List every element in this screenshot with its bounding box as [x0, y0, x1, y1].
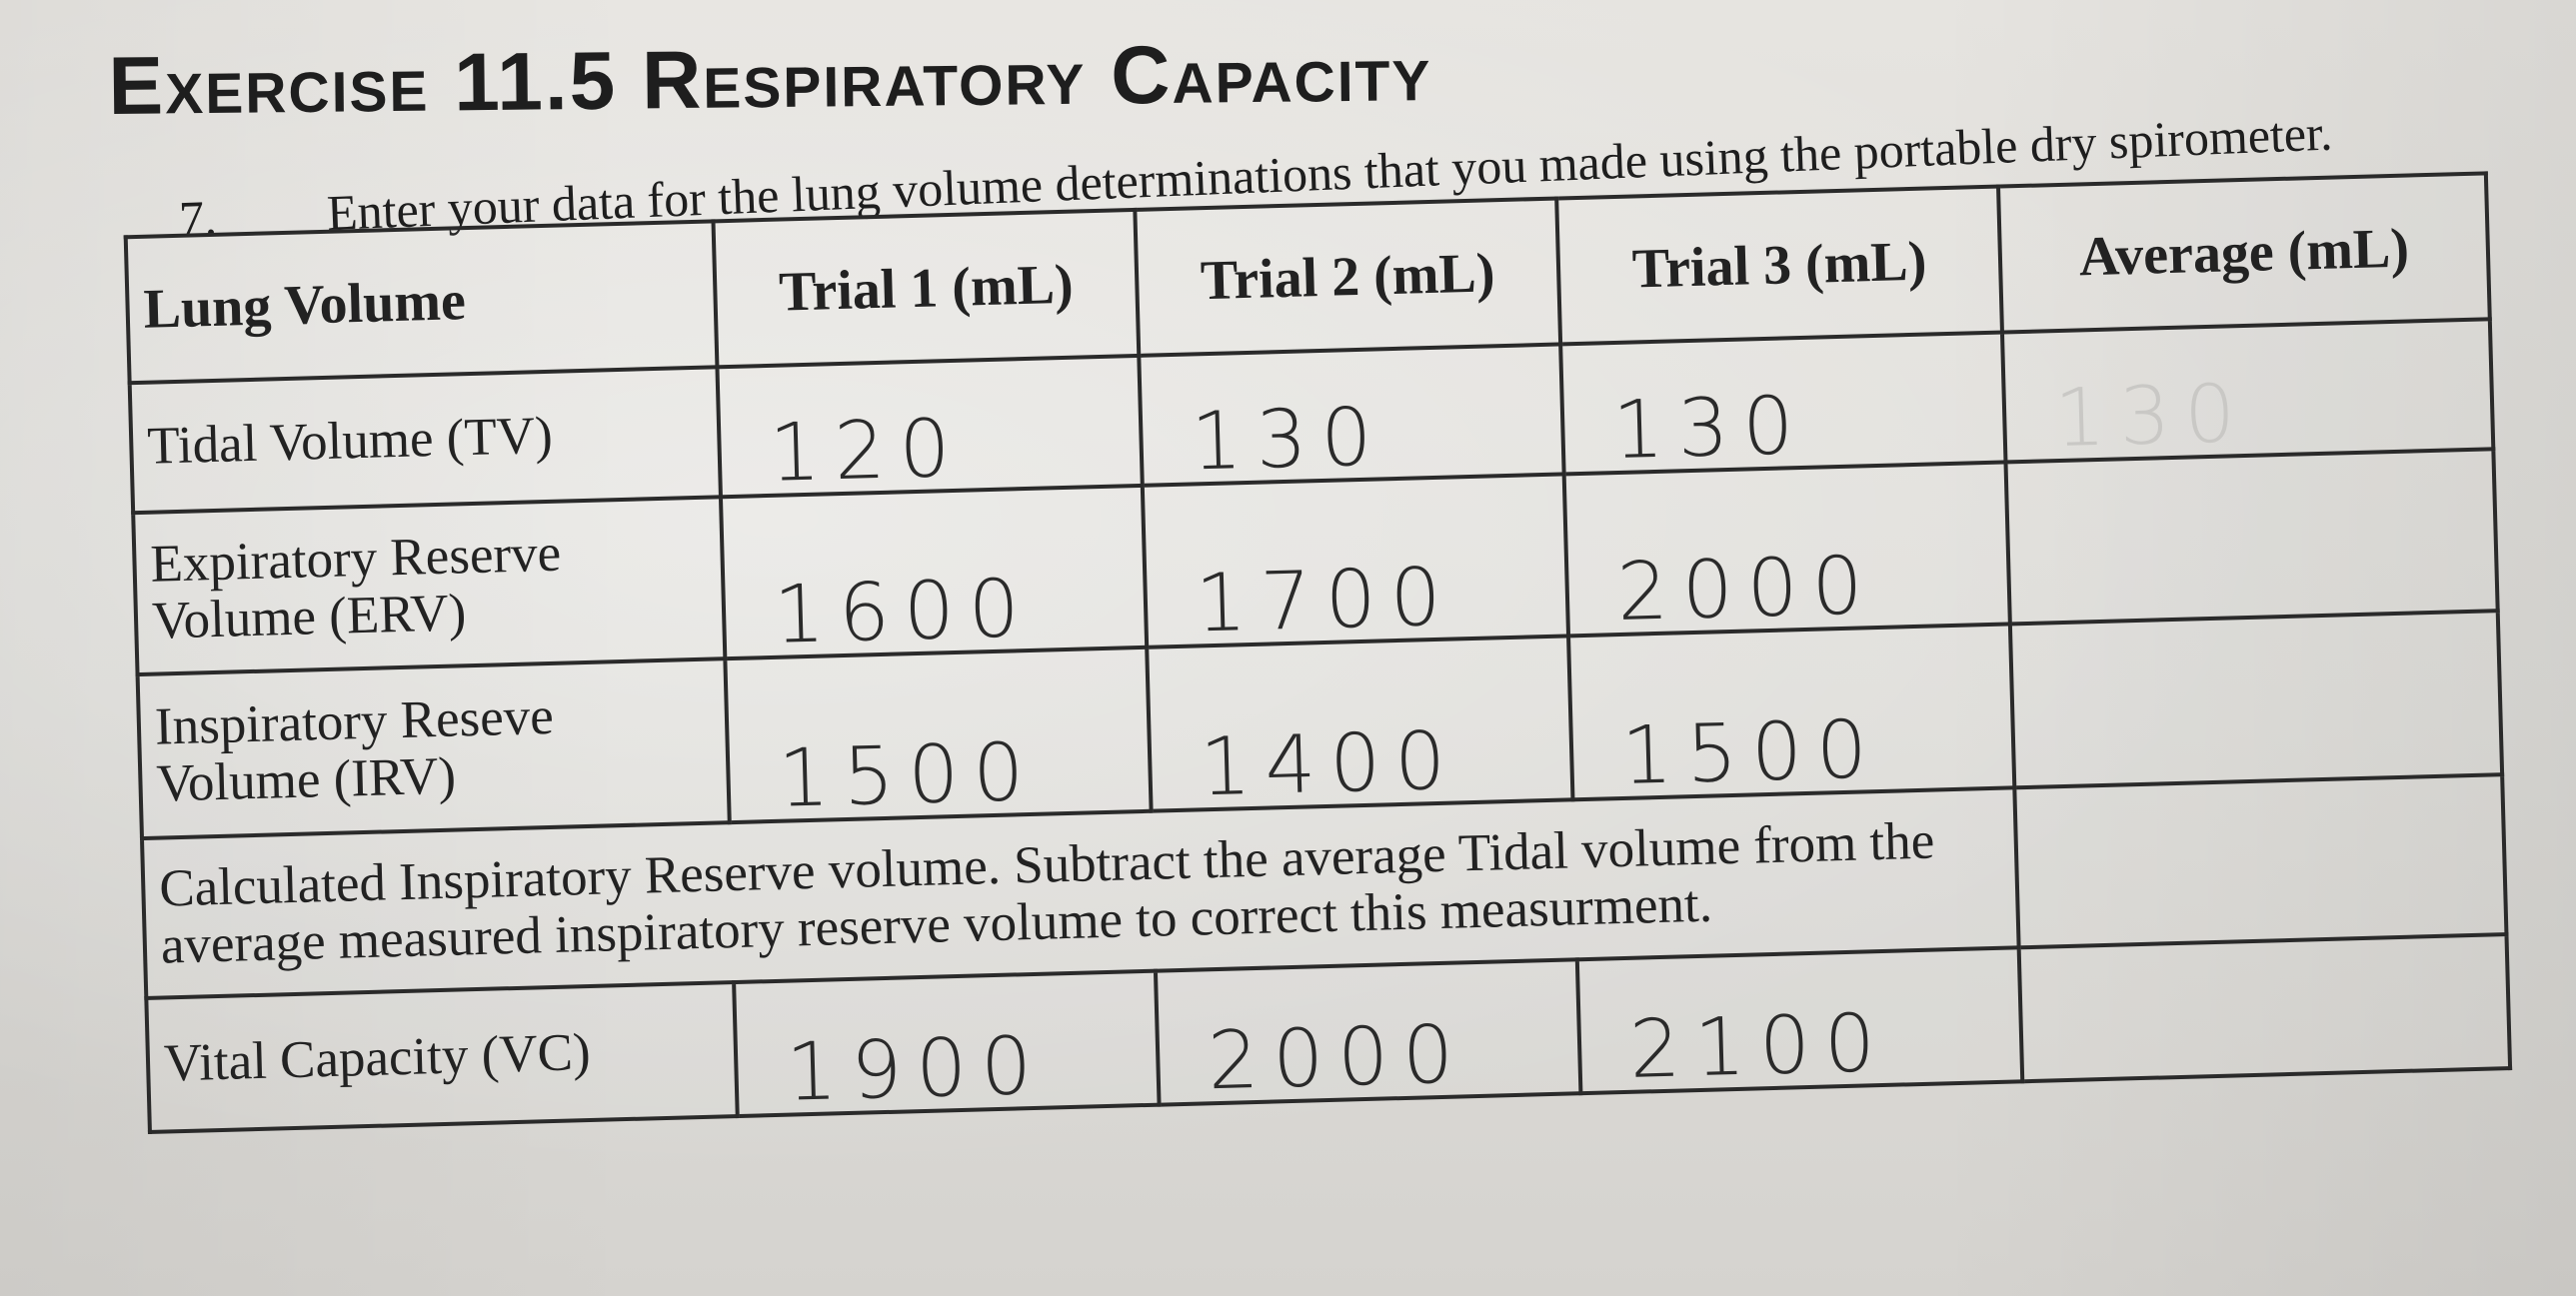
- lung-volume-table: Lung Volume Trial 1 (mL) Trial 2 (mL) Tr…: [123, 171, 2513, 1134]
- vc-average-cell[interactable]: [2018, 934, 2511, 1082]
- vc-trial-2-cell[interactable]: 2000: [1155, 959, 1581, 1107]
- row-label-irv: Inspiratory Reseve Volume (IRV): [137, 658, 730, 839]
- erv-trial-3-cell[interactable]: 2000: [1563, 462, 2010, 639]
- header-trial-3: Trial 3 (mL): [1556, 186, 2002, 345]
- tv-trial-3-cell[interactable]: 130: [1560, 332, 2006, 477]
- erv-trial-1-cell[interactable]: 1600: [720, 485, 1148, 661]
- header-average: Average (mL): [1998, 173, 2490, 333]
- tv-average-cell[interactable]: 130: [2001, 319, 2494, 465]
- erv-average-cell[interactable]: [2005, 449, 2498, 625]
- vc-trial-1-cell[interactable]: 1900: [734, 970, 1160, 1119]
- exercise-title: Exercise 11.5 Respiratory Capacity: [108, 27, 1432, 132]
- calculated-irv-average-cell[interactable]: [2014, 774, 2507, 948]
- irv-trial-2-cell[interactable]: 1400: [1147, 636, 1573, 813]
- header-lung-volume: Lung Volume: [125, 221, 718, 384]
- lung-volume-table-wrapper: Lung Volume Trial 1 (mL) Trial 2 (mL) Tr…: [123, 171, 2513, 1134]
- tv-trial-1-cell[interactable]: 120: [717, 355, 1143, 500]
- irv-trial-1-cell[interactable]: 1500: [725, 647, 1152, 825]
- irv-average-cell[interactable]: [2009, 611, 2503, 788]
- irv-trial-3-cell[interactable]: 1500: [1568, 624, 2015, 802]
- vc-trial-3-cell[interactable]: 2100: [1576, 947, 2023, 1096]
- header-trial-2: Trial 2 (mL): [1135, 198, 1561, 356]
- header-trial-1: Trial 1 (mL): [713, 209, 1140, 368]
- row-label-erv: Expiratory Reserve Volume (ERV): [133, 497, 726, 675]
- row-label-vc: Vital Capacity (VC): [146, 982, 738, 1132]
- erv-trial-2-cell[interactable]: 1700: [1142, 474, 1569, 649]
- tv-trial-2-cell[interactable]: 130: [1139, 344, 1564, 488]
- row-label-tv: Tidal Volume (TV): [129, 367, 721, 514]
